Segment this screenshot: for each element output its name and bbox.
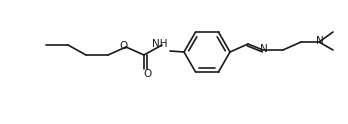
- Text: O: O: [144, 69, 152, 79]
- Text: NH: NH: [152, 39, 168, 49]
- Text: N: N: [260, 44, 268, 54]
- Text: N: N: [316, 36, 324, 46]
- Text: O: O: [120, 41, 128, 51]
